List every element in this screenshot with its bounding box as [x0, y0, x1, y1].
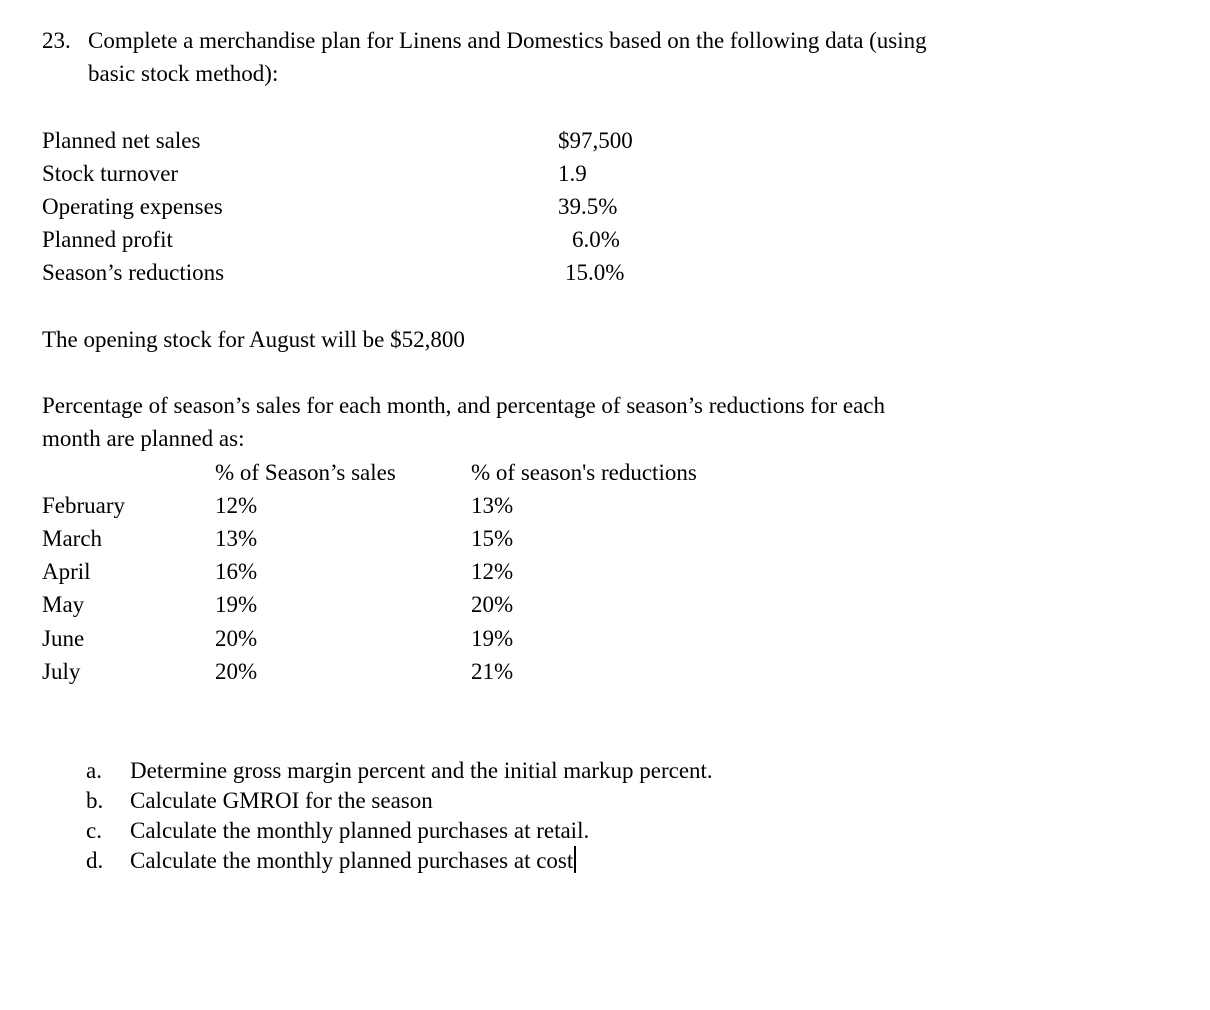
- data-value: 39.5%: [558, 194, 618, 219]
- month-cell: June: [42, 625, 85, 651]
- sales-pct-cell: 13%: [215, 526, 258, 551]
- data-label: Operating expenses: [42, 194, 223, 219]
- data-row-stock-turnover: Stock turnover 1.9: [42, 157, 1170, 190]
- month-cell: July: [42, 658, 81, 684]
- data-label: Planned net sales: [42, 127, 201, 153]
- table-row: April 16% 12%: [42, 555, 1170, 588]
- task-marker: d.: [86, 848, 104, 874]
- data-value: 1.9: [558, 160, 587, 186]
- sales-pct-cell: 12%: [215, 492, 258, 518]
- header-month-spacer: [42, 456, 215, 489]
- task-item-a: a. Determine gross margin percent and th…: [86, 756, 1170, 786]
- question-title-line2: basic stock method):: [88, 61, 279, 87]
- given-data-list: Planned net sales $97,500 Stock turnover…: [42, 124, 1170, 290]
- task-text: Calculate the monthly planned purchases …: [130, 846, 577, 876]
- reductions-pct-cell: 12%: [471, 559, 514, 585]
- table-row: February 12% 13%: [42, 489, 1170, 522]
- task-item-b: b. Calculate GMROI for the season: [86, 786, 1170, 816]
- table-row: May 19% 20%: [42, 588, 1170, 621]
- monthly-percentages-table: % of Season’s sales % of season's reduct…: [42, 456, 1170, 688]
- data-label: Planned profit: [42, 227, 173, 253]
- task-item-c: c. Calculate the monthly planned purchas…: [86, 816, 1170, 846]
- month-cell: March: [42, 526, 103, 551]
- sales-pct-cell: 16%: [215, 559, 258, 585]
- reductions-pct-cell: 21%: [471, 658, 514, 684]
- reductions-pct-cell: 15%: [471, 526, 514, 551]
- table-row: July 20% 21%: [42, 655, 1170, 688]
- task-item-d: d. Calculate the monthly planned purchas…: [86, 846, 1170, 876]
- plan-paragraph-line2: month are planned as:: [42, 426, 245, 452]
- reductions-pct-cell: 20%: [471, 592, 514, 618]
- table-row: June 20% 19%: [42, 622, 1170, 655]
- plan-paragraph-line1: Percentage of season’s sales for each mo…: [42, 393, 886, 419]
- data-row-planned-profit: Planned profit 6.0%: [42, 223, 1170, 256]
- task-marker: c.: [86, 818, 102, 844]
- task-marker: b.: [86, 788, 104, 814]
- sales-pct-cell: 20%: [215, 625, 258, 651]
- reductions-pct-cell: 13%: [471, 492, 514, 518]
- task-text: Calculate GMROI for the season: [130, 788, 433, 814]
- text-cursor: [574, 846, 577, 874]
- table-header-row: % of Season’s sales % of season's reduct…: [42, 456, 1170, 489]
- data-row-seasons-reductions: Season’s reductions 15.0%: [42, 256, 1170, 289]
- header-seasons-sales: % of Season’s sales: [215, 459, 396, 485]
- data-label: Season’s reductions: [42, 260, 225, 286]
- data-value: $97,500: [558, 127, 633, 153]
- task-text-d: Calculate the monthly planned purchases …: [130, 848, 574, 874]
- question-title: 23. Complete a merchandise plan for Linen…: [42, 24, 1170, 90]
- question-number: 23.: [42, 28, 71, 53]
- month-cell: May: [42, 592, 85, 618]
- question-title-line1: Complete a merchandise plan for Linens a…: [88, 28, 927, 53]
- data-row-operating-expenses: Operating expenses 39.5%: [42, 190, 1170, 223]
- sales-pct-cell: 19%: [215, 592, 258, 618]
- month-cell: April: [42, 559, 91, 585]
- task-marker: a.: [86, 758, 102, 784]
- data-label: Stock turnover: [42, 160, 179, 186]
- data-row-planned-net-sales: Planned net sales $97,500: [42, 124, 1170, 157]
- task-text: Calculate the monthly planned purchases …: [130, 818, 590, 844]
- plan-paragraph: Percentage of season’s sales for each mo…: [42, 389, 1170, 455]
- task-text: Determine gross margin percent and the i…: [130, 758, 713, 784]
- data-value: 15.0%: [565, 260, 625, 286]
- data-value: 6.0%: [572, 227, 620, 253]
- sales-pct-cell: 20%: [215, 658, 258, 684]
- header-seasons-reductions: % of season's reductions: [471, 459, 697, 485]
- month-cell: February: [42, 492, 126, 518]
- table-row: March 13% 15%: [42, 522, 1170, 555]
- reductions-pct-cell: 19%: [471, 625, 514, 651]
- opening-stock-line: The opening stock for August will be $52…: [42, 326, 465, 352]
- task-list: a. Determine gross margin percent and th…: [86, 756, 1170, 876]
